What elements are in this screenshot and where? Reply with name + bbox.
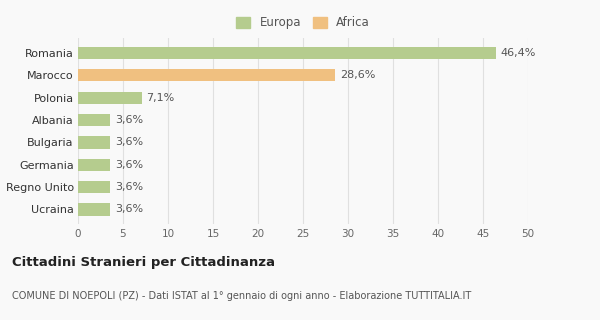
Bar [78,181,110,193]
Bar [78,69,335,82]
Bar [78,136,110,148]
Bar [78,92,142,104]
Bar [78,114,110,126]
Legend: Europa, Africa: Europa, Africa [236,16,370,29]
Text: 3,6%: 3,6% [115,160,143,170]
Text: Cittadini Stranieri per Cittadinanza: Cittadini Stranieri per Cittadinanza [12,256,275,269]
Text: 3,6%: 3,6% [115,115,143,125]
Text: 7,1%: 7,1% [146,93,175,103]
Bar [78,47,496,59]
Text: 3,6%: 3,6% [115,204,143,214]
Text: COMUNE DI NOEPOLI (PZ) - Dati ISTAT al 1° gennaio di ogni anno - Elaborazione TU: COMUNE DI NOEPOLI (PZ) - Dati ISTAT al 1… [12,291,471,301]
Text: 28,6%: 28,6% [340,70,375,80]
Bar [78,159,110,171]
Text: 3,6%: 3,6% [115,137,143,148]
Text: 3,6%: 3,6% [115,182,143,192]
Bar [78,203,110,216]
Text: 46,4%: 46,4% [500,48,535,58]
